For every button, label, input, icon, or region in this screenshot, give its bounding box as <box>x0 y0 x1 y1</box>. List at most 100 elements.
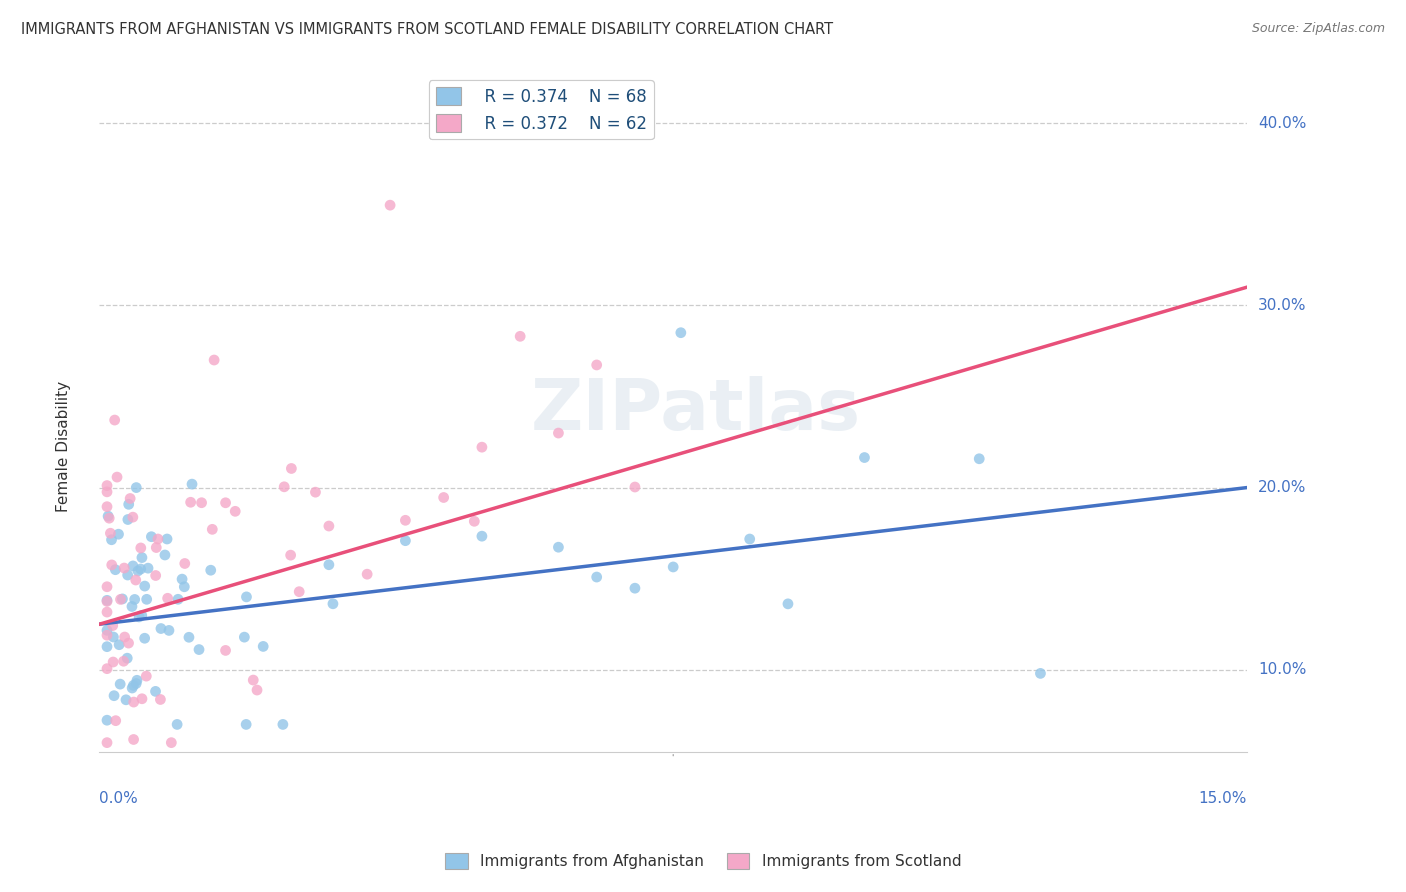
Point <box>471 440 494 454</box>
Point <box>180 495 202 509</box>
Legend:   R = 0.374    N = 68,   R = 0.372    N = 62: R = 0.374 N = 68, R = 0.372 N = 62 <box>429 80 654 139</box>
Point <box>108 638 131 652</box>
Point <box>776 597 799 611</box>
Point <box>107 527 129 541</box>
Legend: Immigrants from Afghanistan, Immigrants from Scotland: Immigrants from Afghanistan, Immigrants … <box>439 847 967 875</box>
Point <box>125 676 148 690</box>
Point <box>201 522 224 536</box>
Text: 40.0%: 40.0% <box>1258 116 1306 131</box>
Point <box>967 451 990 466</box>
Point <box>172 572 194 586</box>
Point <box>188 642 211 657</box>
Point <box>141 530 163 544</box>
Point <box>394 533 416 548</box>
Point <box>125 673 148 688</box>
Point <box>156 591 179 606</box>
Point <box>129 562 152 576</box>
Point <box>100 526 122 541</box>
Point <box>149 692 172 706</box>
Point <box>127 564 149 578</box>
Text: Source: ZipAtlas.com: Source: ZipAtlas.com <box>1251 22 1385 36</box>
Point <box>96 662 118 676</box>
Point <box>122 695 145 709</box>
Point <box>585 358 607 372</box>
Point <box>224 504 246 518</box>
Point <box>177 630 200 644</box>
Point <box>378 198 401 212</box>
Point <box>118 497 141 511</box>
Point <box>547 540 569 554</box>
Text: 30.0%: 30.0% <box>1258 298 1306 313</box>
Point <box>131 608 153 623</box>
Point <box>146 532 169 546</box>
Text: Female Disability: Female Disability <box>56 380 70 512</box>
Point <box>624 581 647 595</box>
Point <box>115 651 138 665</box>
Point <box>96 593 118 607</box>
Point <box>167 592 190 607</box>
Point <box>121 681 143 695</box>
Point <box>149 622 172 636</box>
Point <box>125 481 148 495</box>
Point <box>156 532 179 546</box>
Point <box>122 732 145 747</box>
Point <box>101 655 124 669</box>
Text: IMMIGRANTS FROM AFGHANISTAN VS IMMIGRANTS FROM SCOTLAND FEMALE DISABILITY CORREL: IMMIGRANTS FROM AFGHANISTAN VS IMMIGRANT… <box>21 22 834 37</box>
Point <box>104 413 127 427</box>
Point <box>97 509 120 524</box>
Point <box>129 541 152 555</box>
Point <box>134 579 156 593</box>
Point <box>190 496 212 510</box>
Point <box>96 580 118 594</box>
Point <box>96 628 118 642</box>
Point <box>304 485 326 500</box>
Point <box>122 558 145 573</box>
Point <box>433 491 456 505</box>
Point <box>1029 666 1052 681</box>
Point <box>145 541 167 555</box>
Point <box>100 533 122 547</box>
Point <box>112 561 135 575</box>
Point <box>322 597 344 611</box>
Point <box>96 594 118 608</box>
Point <box>136 561 159 575</box>
Point <box>96 500 118 514</box>
Point <box>153 548 176 562</box>
Point <box>738 532 761 546</box>
Point <box>271 717 294 731</box>
Point <box>145 568 167 582</box>
Point <box>131 550 153 565</box>
Point <box>96 640 118 654</box>
Point <box>108 677 131 691</box>
Point <box>233 630 256 644</box>
Text: ZIPatlas: ZIPatlas <box>531 376 862 444</box>
Point <box>214 496 236 510</box>
Point <box>117 568 139 582</box>
Point <box>280 461 302 475</box>
Point <box>242 673 264 687</box>
Point <box>103 630 125 644</box>
Point <box>200 563 222 577</box>
Point <box>463 514 485 528</box>
Text: 10.0%: 10.0% <box>1258 662 1306 677</box>
Point <box>356 567 378 582</box>
Point <box>114 630 136 644</box>
Point <box>160 736 183 750</box>
Point <box>98 511 121 525</box>
Point <box>145 684 167 698</box>
Point <box>104 714 127 728</box>
Point <box>166 717 188 731</box>
Point <box>105 470 128 484</box>
Point <box>131 691 153 706</box>
Point <box>246 683 269 698</box>
Point <box>318 519 340 533</box>
Point <box>101 618 124 632</box>
Point <box>235 590 257 604</box>
Point <box>235 717 257 731</box>
Text: 0.0%: 0.0% <box>100 790 138 805</box>
Point <box>124 592 146 607</box>
Point <box>117 636 139 650</box>
Point <box>273 480 295 494</box>
Point <box>103 689 125 703</box>
Point <box>128 610 150 624</box>
